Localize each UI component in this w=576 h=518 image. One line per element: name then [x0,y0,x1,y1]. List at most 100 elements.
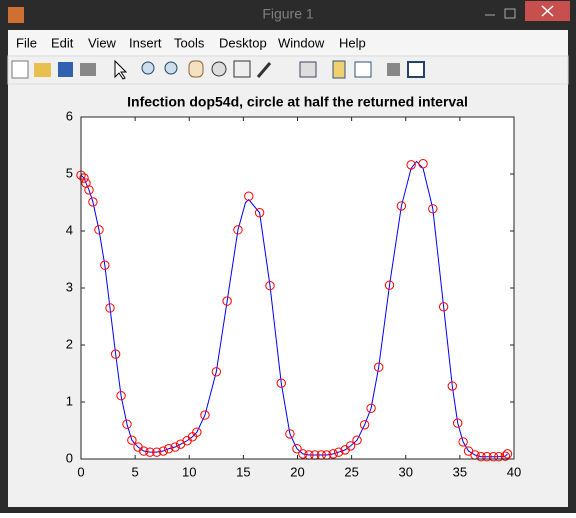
maximize-button[interactable] [504,8,516,19]
brush-button[interactable] [256,62,272,78]
data-line [80,160,508,458]
new-button[interactable] [11,60,29,79]
data-point [211,367,222,377]
show-tools-button[interactable] [407,61,425,78]
y-tick-label: 4 [66,222,73,237]
save-button[interactable] [58,62,73,77]
x-tick-label: 30 [399,464,413,479]
menu: File Edit View Insert Tools Desktop Window Help [16,35,366,50]
menu-item[interactable]: View [88,35,117,50]
x-tick-label: 20 [290,464,304,479]
data-point [233,225,243,235]
x-tick-label: 35 [453,464,467,479]
legend-button[interactable] [354,61,372,78]
rotate-button[interactable] [211,61,227,77]
data-point [373,362,384,372]
data-point [298,449,308,459]
data-point [453,418,463,428]
y-tick-label: 3 [66,279,73,294]
data-point [494,452,504,462]
zoom-in-button[interactable] [141,61,155,75]
menu-item[interactable]: File [16,35,37,50]
data-point [482,452,492,462]
data-point [333,447,344,457]
link-button[interactable] [299,61,317,78]
data-point [292,444,302,454]
data-point [285,429,295,439]
menu-item[interactable]: Insert [129,35,162,50]
data-point [265,281,275,291]
data-point [428,204,438,214]
app-icon [8,7,24,23]
print-button[interactable] [80,63,96,76]
x-tick-label: 0 [77,464,84,479]
hide-tools-button[interactable] [387,63,400,76]
x-tick-label: 5 [132,464,139,479]
menu-item[interactable]: Help [339,35,366,50]
data-point [276,378,286,388]
window-controls[interactable] [485,1,570,21]
data-point [84,185,94,195]
data-point [500,451,511,461]
menu-item[interactable]: Desktop [219,35,267,50]
data-point [222,296,232,306]
menu-bar [8,30,568,55]
y-tick-label: 0 [66,450,73,465]
data-point [458,437,468,447]
data-point [406,160,416,170]
datacursor-button[interactable] [233,60,251,78]
data-point [110,349,121,359]
data-point [476,452,486,462]
data-point [384,280,395,290]
data-point [488,452,499,462]
data-point [447,381,457,391]
data-point [152,447,162,457]
data-point [366,403,376,413]
window-title: Figure 1 [262,6,314,22]
axes-background [81,117,514,459]
x-tick-label: 15 [236,464,250,479]
data-point [145,447,155,457]
y-tick-label: 2 [66,336,73,351]
open-button[interactable] [34,63,51,77]
data-point [79,173,89,183]
data-point [438,302,449,312]
y-tick-label: 5 [66,165,73,180]
data-point [328,449,338,459]
data-point [192,427,202,437]
menu-item[interactable]: Tools [174,35,205,50]
pan-button[interactable] [188,60,204,78]
data-point [94,225,104,235]
axes-box [80,116,515,460]
toolbar-buttons [11,59,425,80]
data-point [359,420,370,430]
close-icon [541,5,554,17]
toolbar [7,55,569,85]
data-point [127,435,137,445]
y-tick-label: 1 [66,393,73,408]
y-tick-label: 6 [66,108,73,123]
data-point [170,442,180,452]
data-point [100,260,110,270]
select-button[interactable] [114,59,128,80]
x-tick-label: 10 [182,464,196,479]
chart-title: Infection dop54d, circle at half the ret… [127,94,468,110]
x-tick-label: 25 [344,464,358,479]
menu-item[interactable]: Edit [51,35,74,50]
data-point [200,410,210,420]
zoom-out-button[interactable] [164,61,178,75]
data-point [254,208,265,218]
data-point [139,446,149,456]
colorbar-button[interactable] [332,60,346,79]
data-point [345,441,356,451]
data-point [396,201,407,211]
data-point [244,191,254,201]
data-point [163,444,174,454]
menu-item[interactable]: Window [278,35,325,50]
data-point [122,419,132,429]
data-point [502,449,513,459]
data-point [352,435,362,445]
data-point [116,391,126,401]
